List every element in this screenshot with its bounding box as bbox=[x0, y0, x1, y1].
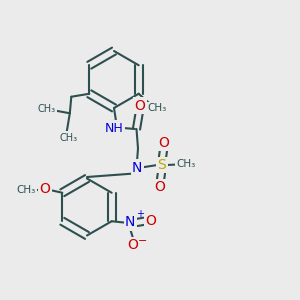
Text: O: O bbox=[135, 99, 146, 112]
Text: CH₃: CH₃ bbox=[59, 133, 77, 143]
Text: S: S bbox=[158, 158, 166, 172]
Text: N: N bbox=[132, 161, 142, 175]
Text: O: O bbox=[40, 182, 50, 196]
Text: +: + bbox=[136, 209, 144, 219]
Text: CH₃: CH₃ bbox=[16, 185, 36, 195]
Text: O: O bbox=[159, 136, 170, 150]
Text: N: N bbox=[125, 215, 136, 230]
Text: NH: NH bbox=[105, 122, 124, 135]
Text: O: O bbox=[127, 238, 138, 252]
Text: O: O bbox=[146, 214, 156, 228]
Text: CH₃: CH₃ bbox=[38, 104, 56, 114]
Text: O: O bbox=[154, 180, 165, 194]
Text: CH₃: CH₃ bbox=[147, 103, 166, 113]
Text: −: − bbox=[138, 236, 148, 246]
Text: CH₃: CH₃ bbox=[176, 159, 196, 170]
